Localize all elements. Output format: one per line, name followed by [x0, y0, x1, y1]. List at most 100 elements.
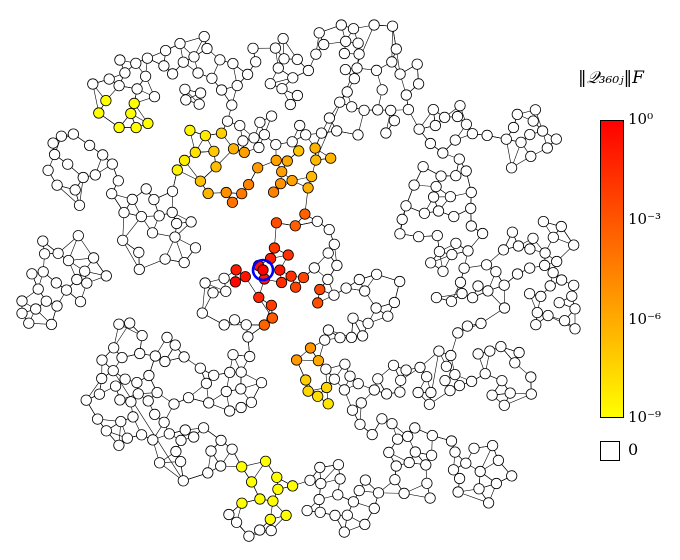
colorbar-title: ‖𝒬₃₆₀ⱼ‖F: [578, 68, 644, 88]
graph-node: [430, 291, 442, 304]
graph-node: [93, 388, 106, 400]
graph-node: [291, 53, 303, 66]
graph-node: [294, 119, 306, 132]
graph-node: [169, 231, 181, 243]
graph-node: [547, 231, 559, 243]
graph-node: [103, 73, 115, 85]
graph-node: [71, 273, 83, 286]
graph-node: [175, 455, 187, 468]
graph-node: [515, 136, 527, 148]
graph-node: [215, 460, 227, 472]
graph-node: [133, 246, 145, 258]
graph-node: [134, 347, 146, 360]
graph-node: [234, 120, 246, 132]
graph-node: [223, 508, 235, 521]
graph-node: [524, 243, 536, 255]
graph-node: [486, 439, 499, 452]
graph-node: [524, 262, 536, 274]
graph-node: [412, 78, 425, 90]
graph-node: [536, 125, 549, 137]
graph-node: [51, 300, 63, 312]
graph-node: [258, 319, 270, 331]
graph-node: [338, 47, 350, 60]
source-node: [257, 264, 269, 276]
graph-node: [456, 287, 468, 300]
graph-node: [551, 255, 563, 268]
graph-node: [344, 370, 356, 382]
graph-node: [87, 78, 99, 90]
graph-node: [248, 132, 260, 144]
graph-node: [465, 375, 478, 387]
graph-node: [301, 504, 313, 517]
graph-node: [541, 142, 553, 154]
graph-node: [117, 234, 129, 246]
graph-node: [116, 351, 128, 364]
graph-node: [305, 171, 318, 183]
graph-node: [235, 366, 247, 378]
graph-node: [60, 284, 73, 296]
graph-node: [569, 323, 581, 335]
graph-node: [286, 480, 299, 492]
graph-node: [452, 486, 464, 498]
zero-label: 0: [628, 440, 639, 459]
graph-node: [96, 354, 108, 366]
graph-node: [254, 524, 266, 536]
graph-node: [509, 357, 521, 369]
graph-node: [462, 245, 474, 257]
graph-node: [208, 369, 220, 381]
graph-node: [440, 360, 452, 372]
graph-node: [452, 327, 464, 339]
graph-node: [348, 73, 360, 85]
graph-node: [347, 496, 359, 508]
graph-node: [220, 385, 232, 398]
graph-node: [194, 362, 206, 374]
graph-node: [396, 213, 408, 225]
graph-node: [177, 56, 189, 68]
graph-node: [285, 270, 297, 282]
graph-node: [277, 32, 289, 45]
graph-node: [108, 342, 120, 354]
graph-node: [166, 206, 178, 218]
graph-node: [300, 374, 312, 386]
graph-node: [473, 483, 485, 495]
graph-node: [289, 281, 302, 293]
graph-node: [427, 191, 440, 203]
graph-node: [100, 270, 112, 282]
graph-node: [448, 211, 460, 223]
graph-node: [527, 232, 539, 244]
graph-node: [121, 432, 133, 444]
graph-node: [193, 98, 205, 110]
graph-node: [45, 318, 58, 330]
graph-node: [370, 64, 383, 77]
graph-node: [224, 366, 236, 378]
graph-node: [322, 247, 334, 259]
graph-node: [291, 89, 303, 102]
source-node-ring: [251, 258, 275, 282]
graph-node: [276, 166, 288, 178]
graph-node: [359, 474, 371, 486]
graph-node: [325, 152, 337, 164]
graph-node: [215, 127, 228, 139]
graph-node: [400, 89, 412, 101]
graph-node: [498, 399, 510, 411]
graph-node: [322, 273, 334, 285]
graph-node: [523, 288, 536, 300]
graph-node: [566, 290, 578, 302]
graph-node: [311, 215, 323, 227]
graph-node: [242, 331, 254, 343]
graph-node: [475, 317, 487, 329]
graph-node: [355, 397, 367, 409]
graph-node: [281, 155, 293, 167]
graph-node: [254, 116, 266, 128]
graph-node: [445, 349, 457, 362]
graph-node: [210, 161, 222, 173]
graph-node: [538, 259, 551, 271]
graph-node: [400, 200, 412, 212]
graph-node: [220, 186, 232, 199]
graph-node: [411, 58, 423, 70]
graph-node: [461, 320, 473, 332]
graph-node: [110, 380, 122, 392]
graph-node: [511, 108, 523, 121]
graph-node: [309, 142, 321, 154]
graph-node: [37, 235, 49, 247]
